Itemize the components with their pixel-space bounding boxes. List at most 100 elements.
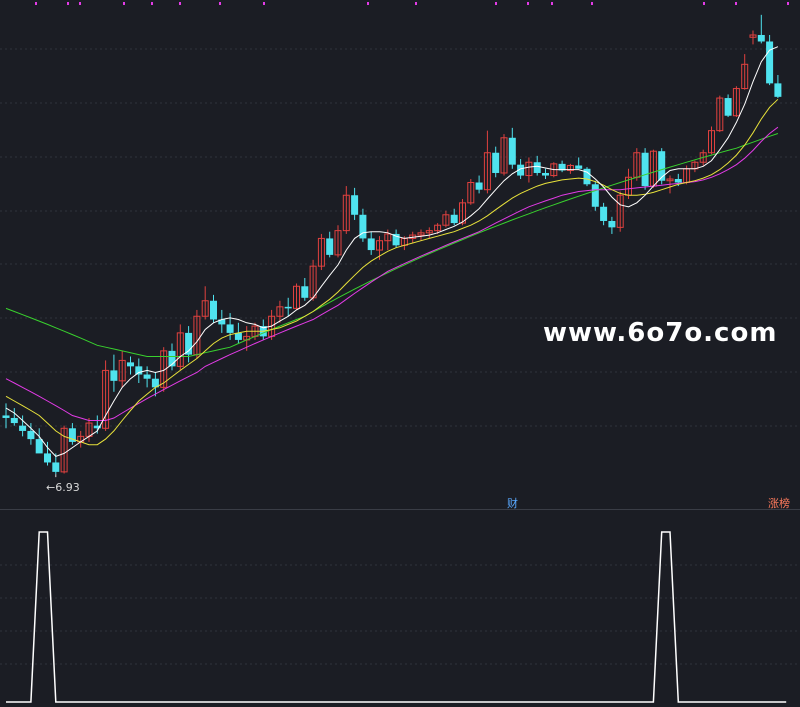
candle-body <box>2 415 10 418</box>
candle-body <box>542 172 549 176</box>
up-candle <box>566 163 574 174</box>
top-marker <box>79 2 81 5</box>
indicator-chart[interactable] <box>0 510 800 707</box>
candle-body <box>19 425 27 431</box>
up-candle <box>442 210 450 228</box>
finance-badge[interactable]: 财 <box>507 497 518 510</box>
candle-body <box>732 88 740 117</box>
candle-body <box>351 195 359 215</box>
candle-body <box>384 233 392 242</box>
candle-body <box>293 285 300 309</box>
down-candle <box>44 441 51 466</box>
candle-body <box>359 214 367 239</box>
candle-body <box>185 332 193 355</box>
moving-average-lines <box>5 46 779 478</box>
candle-body <box>392 233 400 246</box>
candle-body <box>226 324 234 333</box>
up-candle <box>417 229 425 241</box>
up-candle <box>732 86 740 118</box>
top-marker <box>151 2 153 5</box>
candle-body <box>575 165 583 169</box>
candle-body <box>317 237 325 267</box>
ma-yellow-line <box>5 98 779 446</box>
down-candle <box>575 157 583 169</box>
down-candle <box>475 175 483 194</box>
top-marker <box>527 2 529 5</box>
up-candle <box>483 130 491 194</box>
indicator-line <box>6 531 787 703</box>
candle-body <box>666 178 674 182</box>
limit-list-badge[interactable]: 涨榜 <box>768 497 790 510</box>
down-candle <box>724 94 732 118</box>
up-candle <box>77 430 85 448</box>
candle-body <box>699 152 707 163</box>
low-price-label: ←6.93 <box>46 481 80 494</box>
candle-body <box>641 152 649 187</box>
candle-body <box>52 462 60 472</box>
top-markers <box>35 2 789 5</box>
candle-body <box>492 152 500 173</box>
candlestick-chart[interactable] <box>0 0 800 510</box>
down-candle <box>351 187 359 220</box>
up-candle <box>691 160 699 173</box>
down-candle <box>508 127 516 169</box>
down-candle <box>558 160 566 173</box>
down-candle <box>533 155 541 176</box>
up-candle <box>201 286 209 320</box>
up-candle <box>60 425 68 474</box>
top-marker <box>263 2 265 5</box>
top-marker <box>735 2 737 5</box>
candle-body <box>218 319 226 325</box>
candle-body <box>168 350 176 367</box>
candle-body <box>234 332 242 340</box>
top-marker <box>703 2 705 5</box>
candle-body <box>127 362 134 367</box>
down-candle <box>19 415 27 437</box>
candle-body <box>483 152 491 191</box>
candle-body <box>151 378 159 388</box>
up-candle <box>649 149 657 188</box>
candle-body <box>724 98 732 116</box>
down-candle <box>583 167 591 187</box>
candle-body <box>334 230 342 256</box>
down-candle <box>492 146 500 178</box>
down-candle <box>301 278 309 301</box>
down-candle <box>359 208 367 242</box>
up-candle <box>160 347 168 392</box>
candle-body <box>708 130 715 154</box>
up-candle <box>616 191 624 232</box>
down-candle <box>326 231 334 258</box>
down-candle <box>757 14 765 44</box>
down-candle <box>608 216 616 234</box>
down-candle <box>259 319 267 340</box>
candle-body <box>35 439 43 454</box>
candle-body <box>301 286 309 298</box>
down-candle <box>10 408 18 426</box>
down-candle <box>127 356 134 375</box>
candle-body <box>774 83 782 97</box>
top-marker <box>67 2 69 5</box>
candle-body <box>674 178 682 183</box>
up-candle <box>459 199 466 226</box>
down-candle <box>110 354 118 392</box>
panel-divider <box>0 509 800 510</box>
indicator-grid-lines <box>0 564 800 665</box>
candle-body <box>459 202 466 224</box>
top-marker <box>787 2 789 5</box>
candle-body <box>135 366 143 375</box>
candle-body <box>176 332 184 367</box>
candle-body <box>102 369 110 429</box>
candle-body <box>425 230 433 234</box>
down-candle <box>450 208 458 226</box>
watermark: www.6o7o.com <box>543 318 778 348</box>
down-candle <box>591 180 599 211</box>
candle-body <box>326 238 334 255</box>
top-marker <box>415 2 417 5</box>
down-candle <box>218 309 226 333</box>
candle-body <box>342 194 350 232</box>
up-candle <box>708 126 715 155</box>
up-candle <box>741 54 749 90</box>
candle-body <box>741 63 749 90</box>
candle-body <box>608 220 616 228</box>
candle-body <box>475 182 483 190</box>
